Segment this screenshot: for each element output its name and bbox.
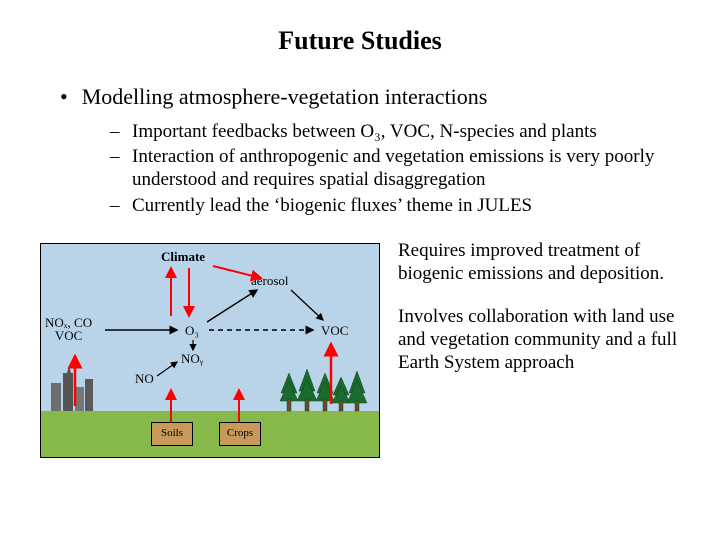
dash-icon: – <box>110 145 124 191</box>
right-para-1: Requires improved treatment of biogenic … <box>398 239 690 285</box>
sub-bullet-text: Currently lead the ‘biogenic fluxes’ the… <box>132 194 532 217</box>
bullet-dot-icon: • <box>60 84 68 110</box>
dash-icon: – <box>110 194 124 217</box>
right-para-2: Involves collaboration with land use and… <box>398 305 690 375</box>
page-title: Future Studies <box>30 26 690 56</box>
right-text-block: Requires improved treatment of biogenic … <box>398 239 690 458</box>
sub-bullet-3: – Currently lead the ‘biogenic fluxes’ t… <box>110 194 680 217</box>
sub-bullet-1: – Important feedbacks between O₃, VOC, N… <box>110 120 680 143</box>
diagram: Soils Crops Climate aerosol NOₓ, CO VOC … <box>40 243 380 458</box>
main-bullet-text: Modelling atmosphere-vegetation interact… <box>82 84 488 110</box>
sub-bullet-text: Interaction of anthropogenic and vegetat… <box>132 145 680 191</box>
sub-bullet-list: – Important feedbacks between O₃, VOC, N… <box>110 120 680 217</box>
sub-bullet-text: Important feedbacks between O₃, VOC, N-s… <box>132 120 597 143</box>
arrows-layer <box>41 244 380 458</box>
main-bullet: • Modelling atmosphere-vegetation intera… <box>60 84 690 110</box>
dash-icon: – <box>110 120 124 143</box>
sub-bullet-2: – Interaction of anthropogenic and veget… <box>110 145 680 191</box>
